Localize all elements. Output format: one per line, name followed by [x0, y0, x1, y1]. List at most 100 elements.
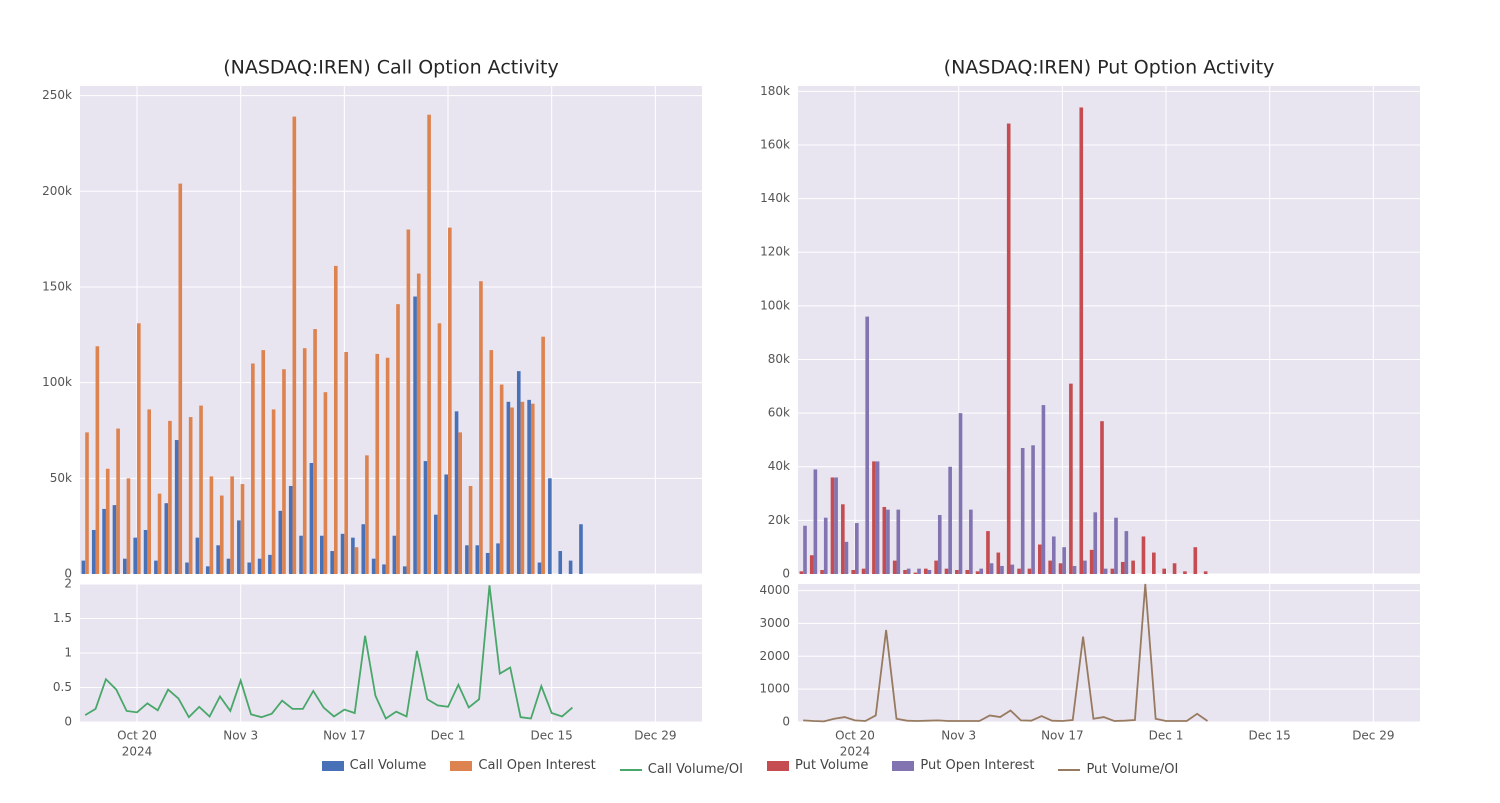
bar: [990, 563, 994, 574]
ytick-label: 1: [64, 646, 72, 660]
legend-label: Call Volume/OI: [648, 762, 743, 777]
bar: [102, 509, 106, 574]
bar: [1093, 512, 1097, 574]
bar: [955, 570, 959, 574]
legend-item: Put Open Interest: [892, 758, 1034, 773]
bar: [541, 337, 545, 574]
xtick-label: Nov 17: [323, 729, 366, 743]
bar: [372, 559, 376, 574]
legend-swatch: [450, 761, 472, 771]
bar: [289, 486, 293, 574]
bar: [1100, 421, 1104, 574]
legend-swatch: [767, 761, 789, 771]
legend-label: Put Open Interest: [920, 758, 1034, 773]
bar: [444, 474, 448, 574]
bar: [282, 369, 286, 574]
bar: [393, 536, 397, 574]
bar: [507, 402, 511, 574]
xtick-sublabel: 2024: [840, 745, 871, 759]
bar: [313, 329, 317, 574]
bar: [303, 348, 307, 574]
bar: [293, 117, 297, 574]
bar: [116, 429, 120, 574]
xtick-label: Dec 29: [1352, 729, 1394, 743]
legend-swatch-line: [620, 769, 642, 771]
bar: [1125, 531, 1129, 574]
bar: [976, 571, 980, 574]
ytick-label: 50k: [50, 471, 72, 485]
bar: [934, 561, 938, 574]
bar: [330, 551, 334, 574]
ytick-label: 200k: [42, 184, 72, 198]
bar: [1204, 571, 1208, 574]
bar: [344, 352, 348, 574]
bar: [886, 510, 890, 574]
panel_left_ratio: 00.511.52Oct 20Nov 3Nov 17Dec 1Dec 15Dec…: [53, 577, 702, 759]
panel_left_main: 050k100k150k200k250k(NASDAQ:IREN) Call O…: [42, 57, 702, 581]
bar: [189, 417, 193, 574]
ytick-label: 1.5: [53, 611, 72, 625]
bar: [127, 478, 131, 574]
bar: [948, 467, 952, 574]
bar: [579, 524, 583, 574]
legend-swatch: [322, 761, 344, 771]
bar: [896, 510, 900, 574]
bar: [469, 486, 473, 574]
bar: [82, 561, 86, 574]
figure: 050k100k150k200k250k(NASDAQ:IREN) Call O…: [0, 0, 1500, 800]
ytick-label: 100k: [42, 375, 72, 389]
bar: [820, 570, 824, 574]
bar: [144, 530, 148, 574]
bar: [1062, 547, 1066, 574]
bar: [210, 476, 214, 574]
ytick-label: 160k: [760, 137, 790, 151]
bar: [1131, 561, 1135, 574]
xtick-label: Nov 3: [941, 729, 976, 743]
bar: [96, 346, 100, 574]
bar: [969, 510, 973, 574]
bar: [475, 545, 479, 574]
bar: [448, 228, 452, 574]
bar: [310, 463, 314, 574]
bar: [465, 545, 469, 574]
xtick-label: Nov 17: [1041, 729, 1084, 743]
bar: [113, 505, 117, 574]
bar: [164, 503, 168, 574]
bar: [1048, 561, 1052, 574]
bar: [496, 543, 500, 574]
bar: [527, 400, 531, 574]
ytick-label: 3000: [759, 616, 790, 630]
bar: [531, 404, 535, 574]
bar: [1173, 563, 1177, 574]
bar: [845, 542, 849, 574]
ytick-label: 40k: [768, 459, 790, 473]
bar: [199, 406, 203, 574]
bar: [334, 266, 338, 574]
xtick-label: Dec 1: [1149, 729, 1184, 743]
bar: [924, 569, 928, 574]
bar: [824, 518, 828, 574]
bar: [548, 478, 552, 574]
bar: [1007, 124, 1011, 574]
xtick-label: Dec 1: [431, 729, 466, 743]
bar: [1193, 547, 1197, 574]
bar: [227, 559, 231, 574]
bar: [272, 409, 276, 574]
legend: Call VolumeCall Open InterestCall Volume…: [0, 758, 1500, 777]
bar: [123, 559, 127, 574]
bar: [1162, 569, 1166, 574]
bar: [510, 408, 514, 574]
bar: [558, 551, 562, 574]
bar: [489, 350, 493, 574]
bar: [517, 371, 521, 574]
bar: [997, 553, 1001, 574]
bar: [455, 411, 459, 574]
bar: [320, 536, 324, 574]
bar: [803, 526, 807, 574]
bar: [185, 563, 189, 574]
bar: [92, 530, 96, 574]
bar: [500, 385, 504, 574]
bar: [206, 566, 210, 574]
bar: [1028, 569, 1032, 574]
ytick-label: 20k: [768, 513, 790, 527]
